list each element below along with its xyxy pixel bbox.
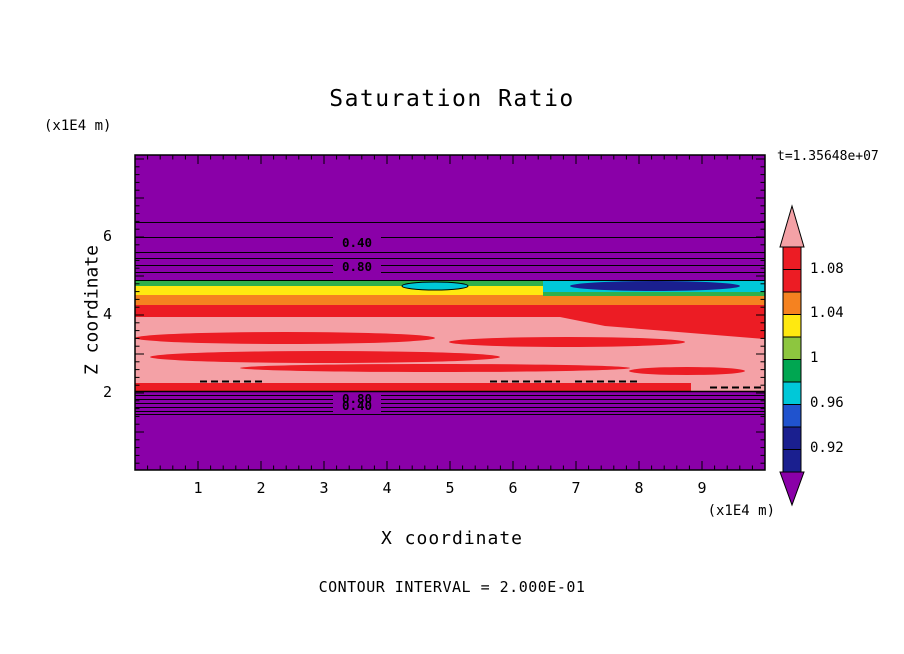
x-tick-label: 6	[508, 479, 518, 497]
contour-line-label: 0.80	[342, 259, 372, 274]
timestamp: t=1.35648e+07	[777, 149, 879, 164]
colorbar-arrow-top	[779, 204, 805, 248]
x-axis-label: X coordinate	[380, 528, 524, 549]
colorbar-label: 1.08	[810, 261, 844, 277]
colorbar-label: 1	[810, 350, 819, 366]
colorbar-label: 1.04	[810, 305, 844, 321]
y-tick-label: 6	[102, 227, 112, 245]
contour-line-label: 0.40	[342, 398, 372, 413]
colorbar	[779, 204, 805, 507]
y-tick-label: 4	[102, 305, 112, 323]
saturation-field: 0.400.800.800.40	[135, 155, 765, 470]
plot-title: Saturation Ratio	[329, 86, 575, 112]
y-axis-unit-label: (x1E4 m)	[44, 118, 112, 134]
colorbar-arrow-bottom	[779, 471, 805, 507]
x-tick-label: 5	[445, 479, 455, 497]
contour-interval-note: CONTOUR INTERVAL = 2.000E-01	[318, 578, 586, 596]
x-tick-label: 1	[193, 479, 203, 497]
colorbar-label: 0.96	[810, 395, 844, 411]
x-tick-label: 2	[256, 479, 266, 497]
axis-ticks	[135, 155, 765, 470]
x-tick-label: 9	[697, 479, 707, 497]
x-tick-label: 3	[319, 479, 329, 497]
contour-line-label: 0.40	[342, 235, 372, 250]
x-tick-label: 7	[571, 479, 581, 497]
x-tick-label: 4	[382, 479, 392, 497]
x-tick-label: 8	[634, 479, 644, 497]
contour-line-label: 0.80	[342, 391, 372, 406]
y-tick-label: 2	[102, 383, 112, 401]
x-axis-unit-label: (x1E4 m)	[707, 503, 775, 519]
colorbar-label: 0.92	[810, 440, 844, 456]
